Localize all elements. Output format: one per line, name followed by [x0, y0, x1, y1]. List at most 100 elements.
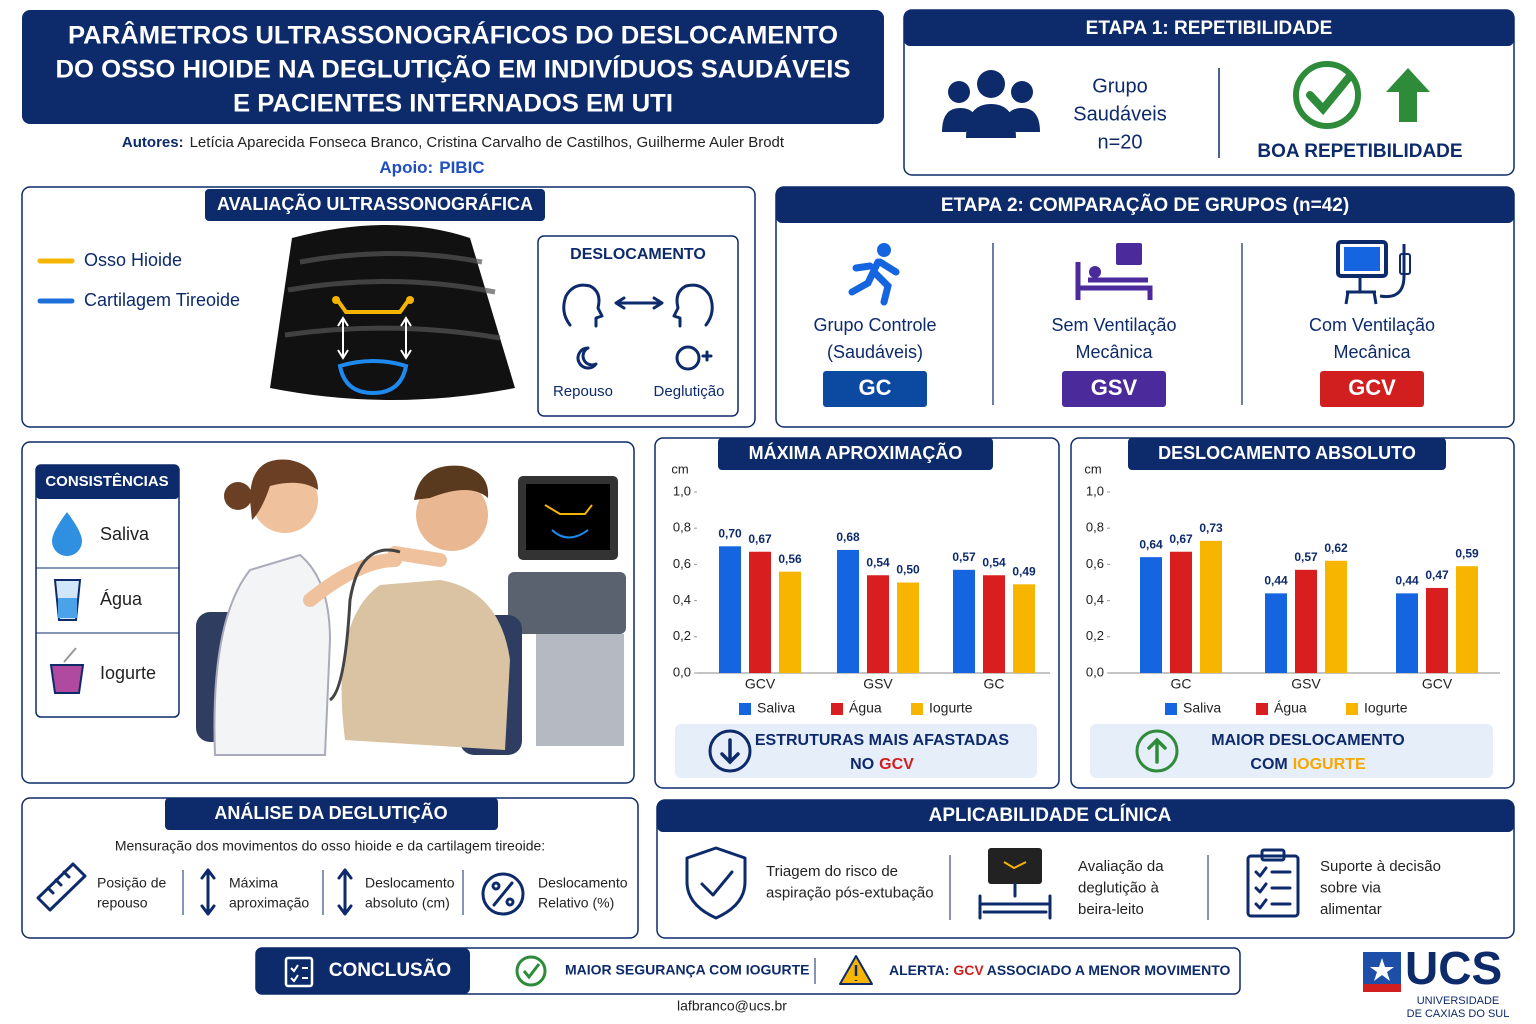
callout [675, 724, 1037, 778]
logo-rect [1363, 984, 1401, 992]
consistency-panel-rect [536, 634, 624, 746]
analysis-panel-path [36, 862, 87, 912]
evaluation-panel-path [337, 359, 409, 396]
stage1-panel-path [942, 108, 1040, 132]
bar [1325, 560, 1347, 673]
conclusion-bar-path [522, 963, 541, 980]
consistency-panel-rect [526, 484, 610, 550]
group-name: Com Ventilação [1309, 315, 1435, 335]
clinical-panel-rect [988, 848, 1042, 884]
stage1-panel [903, 9, 1515, 176]
value-label: 0,49 [1012, 564, 1036, 578]
group-name: Grupo Controle [813, 315, 936, 335]
analysis-panel-circle [481, 872, 525, 916]
callout-prefix: NO [850, 756, 874, 773]
clinical-panel-rect [1246, 854, 1300, 918]
logo [1363, 952, 1401, 992]
callout-text: ESTRUTURAS MAIS AFASTADAS [755, 732, 1010, 749]
stage2-panel-rect [776, 187, 1514, 223]
value-label: 0,54 [982, 555, 1006, 569]
analysis-panel-path [492, 881, 514, 907]
legend-swatch [911, 703, 923, 715]
support: Apoio: PIBIC [379, 158, 484, 177]
callout [1090, 724, 1493, 778]
chart-title: MÁXIMA APROXIMAÇÃO [749, 442, 963, 463]
alert-label: ALERTA: [889, 962, 949, 978]
conclusion-bar-rect [284, 956, 314, 988]
y-tick-label: 0,4 [673, 592, 691, 607]
evaluation-panel-path [342, 320, 407, 356]
consistency-panel-path [250, 459, 318, 520]
value-label: 0,44 [1395, 574, 1419, 588]
title-line: PARÂMETROS ULTRASSONOGRÁFICOS DO DESLOCA… [68, 20, 838, 50]
legend-swatch [1256, 703, 1268, 715]
stage1-panel-path [966, 104, 1016, 138]
analysis-item: Deslocamento [365, 875, 455, 891]
analysis-item: absoluto (cm) [365, 895, 450, 911]
evaluation-panel-rect [537, 235, 739, 417]
x-tick-label: GSV [1291, 676, 1321, 692]
x-tick-label: GC [984, 676, 1005, 692]
bar [1295, 569, 1317, 673]
group-code: GCV [1348, 375, 1396, 400]
legend-swatch [1165, 703, 1177, 715]
stage2-panel-rect [1336, 240, 1388, 278]
callout-icon [1135, 729, 1179, 773]
result: BOA REPETIBILIDADE [1257, 141, 1462, 162]
clinical-panel-rect [1260, 848, 1286, 862]
value-label: 0,70 [718, 526, 742, 540]
title-line: DO OSSO HIOIDE NA DEGLUTIÇÃO EM INDIVÍDU… [56, 54, 851, 84]
consistency-panel-path [341, 580, 510, 750]
logo-name: UCS [1405, 942, 1502, 994]
evaluation-panel-path [562, 283, 604, 328]
value-label: 0,57 [1294, 550, 1318, 564]
stage1-panel-path [1306, 72, 1354, 116]
clinical-panel-path [978, 882, 1052, 920]
value-label: 0,67 [748, 532, 772, 546]
value-label: 0,59 [1455, 546, 1479, 560]
clinical-item: beira-leito [1078, 901, 1144, 918]
consistency-panel-rect [508, 572, 626, 634]
evaluation-panel-circle [406, 296, 414, 304]
group-code: GSV [1091, 375, 1138, 400]
chart-title-tab [1128, 438, 1446, 470]
callout-prefix: COM [1250, 756, 1287, 773]
stage2-panel-circle [877, 243, 891, 257]
value-label: 0,64 [1139, 537, 1163, 551]
consistency: Saliva [100, 524, 150, 544]
bar [867, 575, 889, 673]
value-label: 0,67 [1169, 532, 1193, 546]
callout-highlight: GCV [879, 756, 914, 773]
consistency-panel-path [213, 553, 332, 756]
bar [837, 549, 859, 673]
analysis-panel-circle [491, 881, 501, 891]
consistency-panel-path [544, 504, 593, 515]
evaluation-panel-path [701, 350, 713, 362]
stage2-panel-path [1075, 262, 1153, 300]
evaluation-panel-path [337, 316, 412, 360]
analysis-panel-rect [165, 798, 498, 830]
callout-highlight: IOGURTE [1293, 756, 1366, 773]
stage2-panel-rect [1344, 247, 1380, 271]
panel-title: ETAPA 2: COMPARAÇÃO DE GRUPOS (n=42) [941, 194, 1349, 216]
conclusion-alert: ALERTA: GCV ASSOCIADO A MENOR MOVIMENTO [889, 962, 1231, 978]
evaluation-panel-path [284, 251, 501, 341]
conclusion-bar-circle [515, 955, 547, 987]
clinical-item: aspiração pós-extubação [766, 884, 934, 901]
stage1-panel-circle [977, 70, 1005, 98]
stage2-panel-rect [1399, 253, 1411, 275]
group-name: Sem Ventilação [1051, 315, 1176, 335]
legend-label: Saliva [1183, 700, 1221, 716]
consistency-panel-path [49, 664, 85, 694]
y-tick-label: 0,6 [673, 556, 691, 571]
y-tick-label: 0,2 [673, 628, 691, 643]
x-tick-label: GCV [745, 676, 776, 692]
authors-label: Autores: [122, 134, 184, 151]
clinical-item: sobre via [1320, 879, 1382, 896]
bar [983, 575, 1005, 673]
panel-title: AVALIAÇÃO ULTRASSONOGRÁFICA [217, 193, 533, 214]
evaluation-panel-circle [675, 345, 701, 371]
callout-icon [708, 729, 752, 773]
value-label: 0,57 [952, 550, 976, 564]
